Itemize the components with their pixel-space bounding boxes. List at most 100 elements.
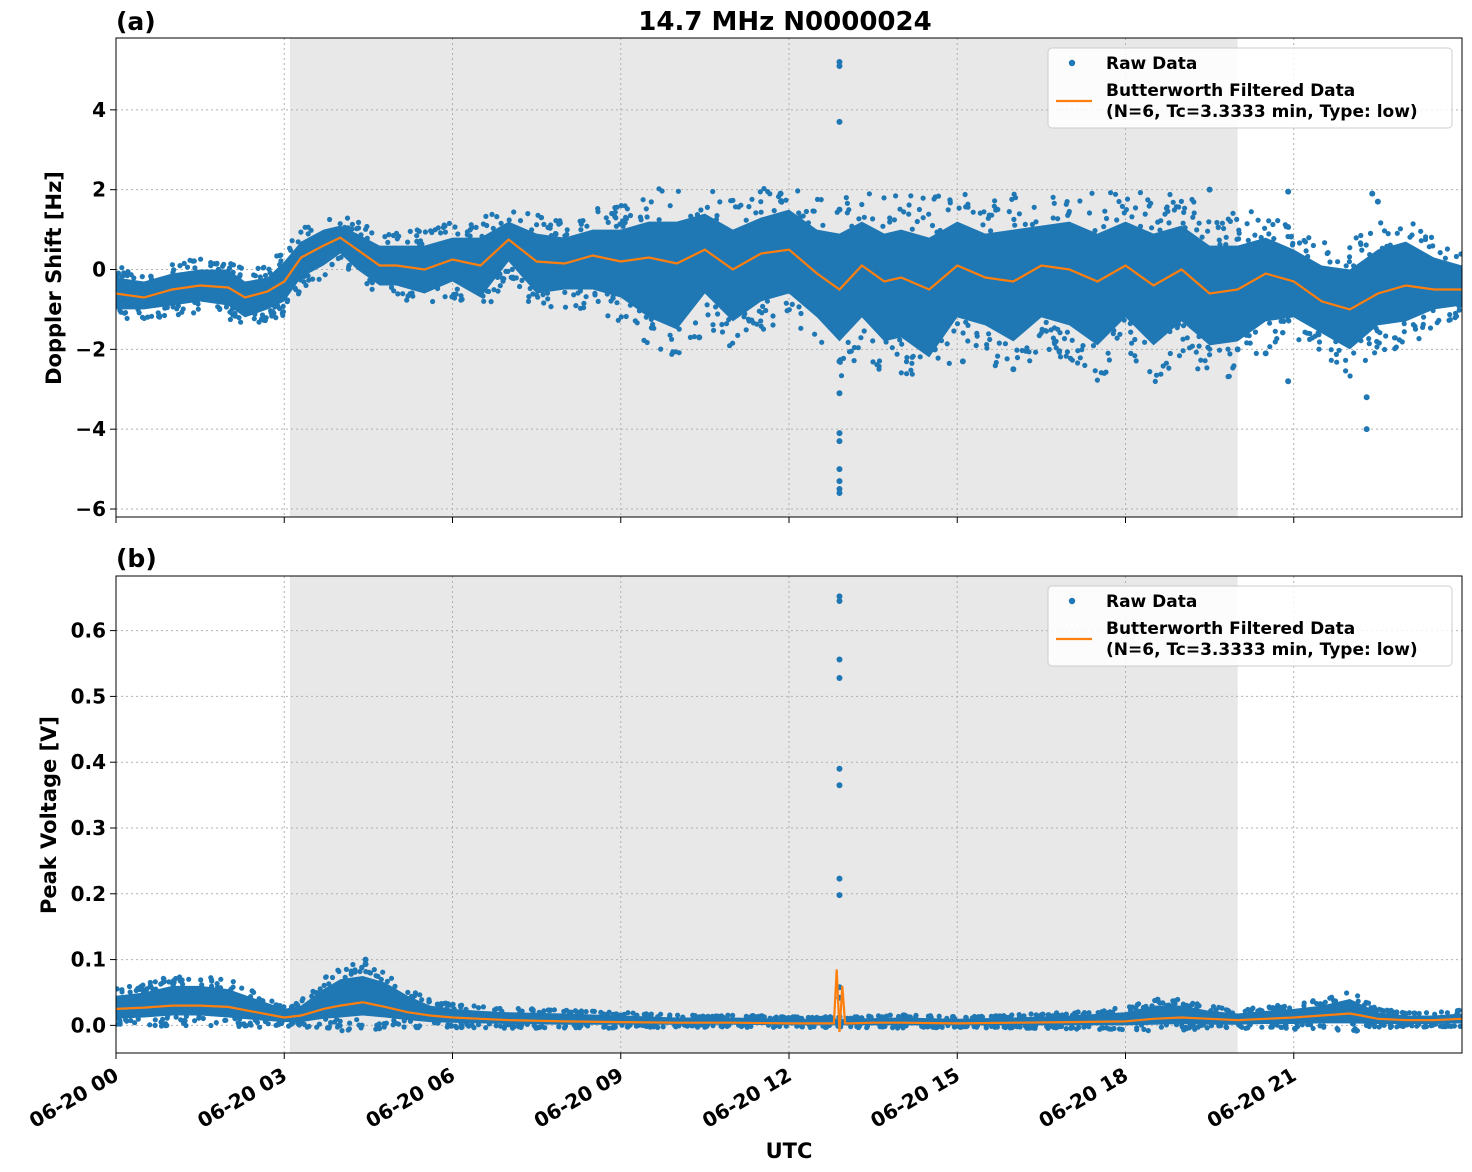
raw-data-point bbox=[1427, 325, 1434, 331]
raw-data-point bbox=[453, 1024, 459, 1030]
raw-data-point bbox=[1305, 253, 1311, 260]
raw-data-point bbox=[448, 1023, 454, 1029]
figure-title: 14.7 MHz N0000024 bbox=[638, 7, 931, 37]
raw-data-point bbox=[170, 982, 176, 988]
raw-data-point bbox=[1430, 307, 1436, 314]
raw-data-point bbox=[236, 315, 242, 321]
raw-data-point bbox=[795, 188, 801, 194]
raw-data-point bbox=[1048, 327, 1054, 333]
raw-data-point bbox=[463, 1006, 469, 1012]
raw-data-point bbox=[1258, 234, 1264, 241]
raw-data-point bbox=[124, 315, 130, 321]
raw-data-point bbox=[431, 1020, 438, 1026]
raw-data-point bbox=[260, 998, 266, 1004]
raw-data-point bbox=[1347, 373, 1353, 379]
raw-data-point bbox=[609, 210, 615, 217]
raw-data-point bbox=[561, 1025, 568, 1031]
raw-outlier-point-20 bbox=[1363, 394, 1370, 401]
raw-data-point bbox=[1406, 1010, 1412, 1016]
raw-data-point bbox=[490, 225, 496, 231]
raw-data-point bbox=[116, 270, 121, 276]
legend-filtered-label-a: Butterworth Filtered Data bbox=[1106, 81, 1355, 101]
raw-data-point bbox=[1204, 1025, 1210, 1031]
raw-data-point bbox=[1056, 348, 1063, 354]
y-tick-label-b-1: 0.1 bbox=[71, 948, 106, 972]
filtered-line-b bbox=[116, 969, 1462, 1032]
raw-data-point bbox=[1383, 333, 1389, 339]
raw-data-point bbox=[518, 1009, 525, 1016]
raw-data-point bbox=[1119, 203, 1125, 209]
raw-data-point bbox=[489, 211, 495, 217]
raw-data-point bbox=[252, 273, 258, 279]
raw-data-point bbox=[388, 284, 395, 291]
raw-outlier-point-4 bbox=[836, 486, 843, 493]
raw-data-point bbox=[1182, 205, 1188, 211]
raw-data-point bbox=[426, 999, 432, 1005]
raw-outlier-point-4 bbox=[836, 765, 843, 772]
raw-data-point bbox=[534, 222, 540, 228]
raw-data-point bbox=[273, 1022, 279, 1028]
raw-data-point bbox=[417, 238, 424, 244]
raw-data-point bbox=[574, 1009, 580, 1015]
raw-data-point bbox=[196, 1015, 202, 1021]
raw-data-point bbox=[1255, 217, 1261, 223]
raw-data-point bbox=[909, 226, 915, 232]
raw-data-point bbox=[342, 974, 348, 981]
raw-data-point bbox=[799, 1024, 805, 1030]
raw-data-point bbox=[126, 983, 133, 990]
raw-data-point bbox=[1063, 201, 1069, 207]
raw-data-point bbox=[484, 222, 490, 229]
raw-data-point bbox=[1355, 993, 1361, 999]
raw-data-point bbox=[1189, 1023, 1195, 1029]
raw-data-point bbox=[1009, 1012, 1015, 1018]
raw-data-point bbox=[909, 371, 915, 377]
raw-data-point bbox=[1309, 335, 1315, 341]
raw-data-point bbox=[1172, 998, 1178, 1004]
raw-data-point bbox=[1204, 365, 1210, 371]
raw-data-point bbox=[704, 204, 711, 210]
raw-data-point bbox=[1028, 1025, 1034, 1031]
raw-data-point bbox=[285, 297, 291, 303]
raw-data-point bbox=[378, 976, 384, 983]
raw-data-point bbox=[1267, 320, 1273, 326]
raw-data-point bbox=[627, 1022, 633, 1028]
raw-data-point bbox=[493, 1023, 499, 1029]
raw-data-point bbox=[718, 1013, 725, 1019]
raw-data-point bbox=[1068, 1024, 1074, 1030]
y-tick-label-a-5: −6 bbox=[75, 497, 106, 521]
raw-data-point bbox=[951, 328, 957, 334]
raw-data-point bbox=[1410, 221, 1416, 227]
raw-data-point bbox=[644, 214, 650, 220]
raw-data-point bbox=[1180, 220, 1186, 226]
raw-data-point bbox=[849, 223, 855, 229]
raw-data-point bbox=[541, 300, 547, 306]
raw-data-point bbox=[761, 186, 767, 192]
legend-box-b bbox=[1047, 585, 1453, 667]
raw-data-point bbox=[1351, 1027, 1357, 1033]
raw-data-point bbox=[936, 1013, 942, 1019]
raw-data-point bbox=[127, 989, 133, 995]
raw-data-point bbox=[166, 979, 172, 985]
raw-data-point bbox=[270, 309, 276, 315]
raw-data-point bbox=[1271, 236, 1277, 242]
raw-data-point bbox=[1075, 360, 1081, 366]
raw-data-point bbox=[920, 195, 926, 201]
raw-data-point bbox=[1001, 1024, 1007, 1030]
raw-data-point bbox=[1401, 321, 1407, 327]
raw-data-point bbox=[1452, 310, 1459, 316]
raw-data-point bbox=[859, 201, 865, 208]
raw-data-point bbox=[1294, 1021, 1300, 1027]
raw-data-point bbox=[238, 319, 244, 325]
raw-data-point bbox=[623, 216, 630, 222]
raw-data-point bbox=[897, 337, 903, 343]
raw-data-point bbox=[1275, 218, 1281, 224]
raw-data-point bbox=[845, 339, 851, 345]
raw-data-point bbox=[1033, 349, 1039, 355]
raw-data-point bbox=[170, 304, 176, 310]
raw-data-point bbox=[1230, 1010, 1236, 1016]
raw-data-point bbox=[745, 316, 752, 322]
raw-data-point bbox=[870, 338, 876, 344]
raw-data-point bbox=[553, 231, 559, 237]
raw-data-point bbox=[1207, 346, 1213, 352]
raw-data-point bbox=[214, 984, 221, 991]
